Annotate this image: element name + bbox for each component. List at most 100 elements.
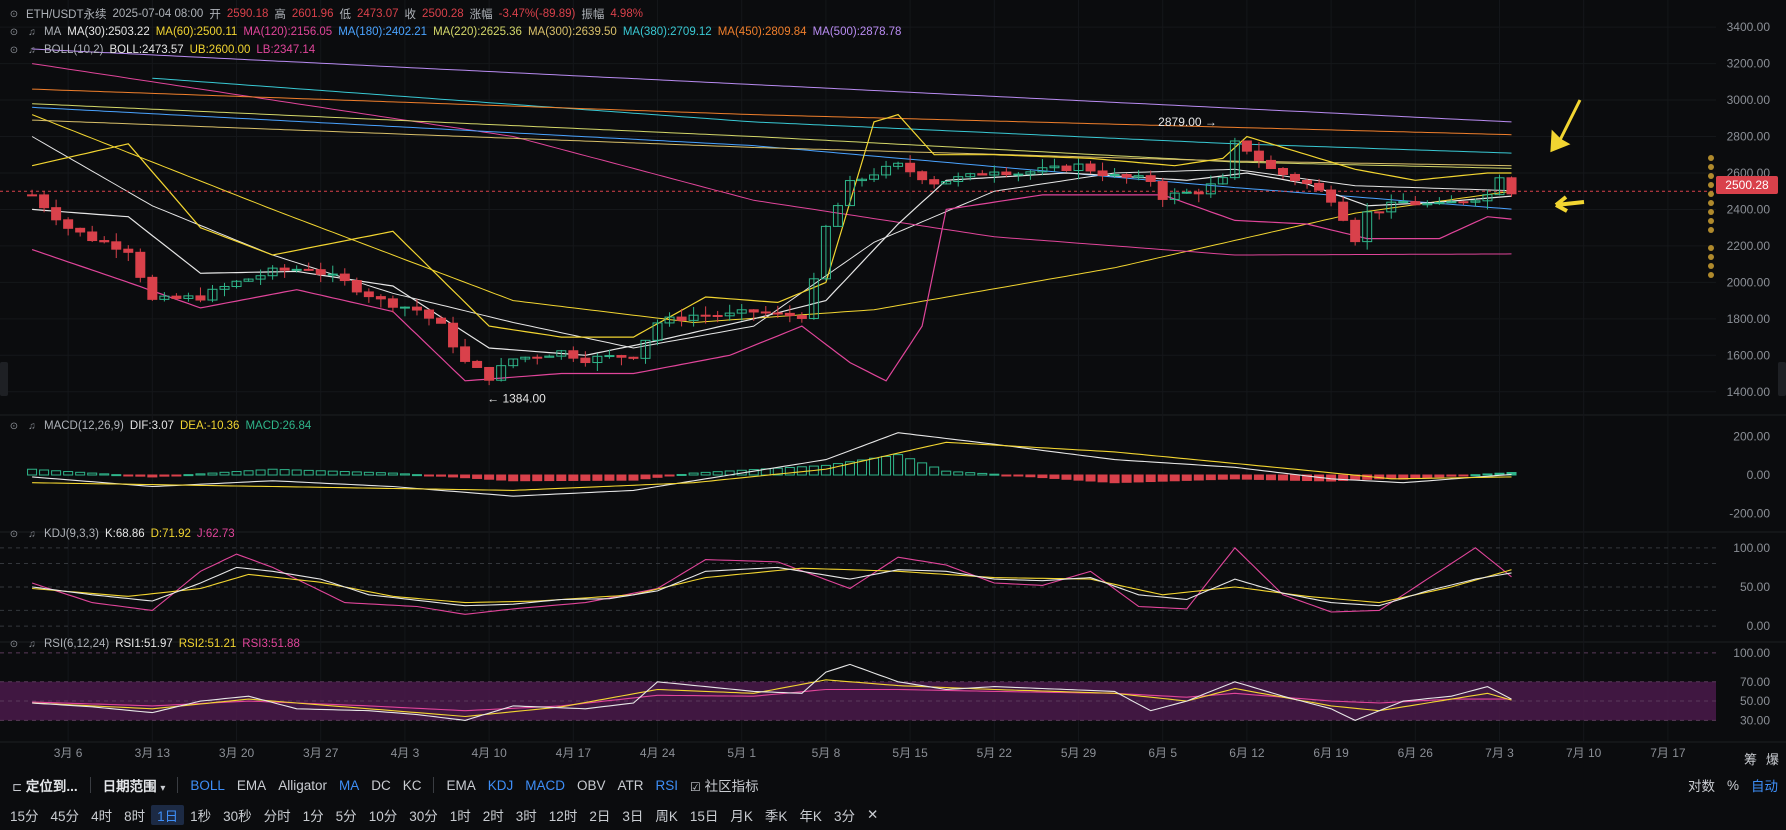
bell-icon[interactable]: ♫ <box>28 26 36 38</box>
interval-10[interactable]: 10分 <box>368 809 398 824</box>
interval-8[interactable]: 1分 <box>302 809 324 824</box>
candle-body <box>123 248 134 253</box>
candle-body <box>339 273 350 282</box>
candle-body <box>147 276 158 300</box>
macd-bar <box>1446 474 1457 477</box>
collapse-icon[interactable]: ⊙ <box>9 420 19 432</box>
interval-6[interactable]: 30秒 <box>223 809 252 824</box>
indicator-macd[interactable]: MACD <box>525 777 566 793</box>
log-scale-button[interactable]: 对数 <box>1687 779 1715 794</box>
indicator-ema[interactable]: EMA <box>236 777 267 793</box>
arrow-annotation-icon <box>1550 99 1582 153</box>
interval-23[interactable]: 3分 <box>833 809 855 824</box>
kdj-k-line <box>32 566 1512 607</box>
indicator-ma[interactable]: MA <box>338 777 360 793</box>
candle-body <box>1434 202 1445 205</box>
interval-2[interactable]: 4时 <box>91 809 113 824</box>
interval-17[interactable]: 3日 <box>622 809 644 824</box>
percent-scale-button[interactable]: % <box>1726 777 1739 793</box>
interval-7[interactable]: 分时 <box>263 809 291 824</box>
locate-icon: ⊏ <box>12 780 23 794</box>
indicator-atr[interactable]: ATR <box>617 777 644 793</box>
interval-22[interactable]: 年K <box>799 809 822 824</box>
chip-label[interactable]: 筹 <box>1744 752 1758 767</box>
macd-bar <box>231 471 242 476</box>
indicator-boll[interactable]: BOLL <box>190 777 225 793</box>
right-panel-handle[interactable] <box>1778 362 1786 396</box>
interval-21[interactable]: 季K <box>764 809 788 824</box>
bell-icon[interactable]: ♫ <box>28 638 36 650</box>
interval-11[interactable]: 30分 <box>409 809 438 824</box>
interval-15[interactable]: 12时 <box>548 809 578 824</box>
x-tick-label: 4月 3 <box>391 746 420 760</box>
interval-3[interactable]: 8时 <box>124 809 146 824</box>
interval-1[interactable]: 45分 <box>50 809 80 824</box>
bell-icon[interactable]: ♫ <box>28 44 36 56</box>
macd-bar <box>99 473 110 476</box>
date-range-button[interactable]: 日期范围 ▾ <box>97 775 172 795</box>
interval-20[interactable]: 月K <box>730 809 753 824</box>
macd-bar <box>1422 474 1433 479</box>
scale-tools: 对数 % 自动 <box>1688 775 1778 795</box>
locate-button[interactable]: ⊏ 定位到... <box>0 775 84 795</box>
macd-bar <box>1265 474 1276 481</box>
candle-body <box>1253 150 1264 161</box>
collapse-icon[interactable]: ⊙ <box>9 638 19 650</box>
interval-4[interactable]: 1日 <box>151 805 185 825</box>
candle-body <box>1338 201 1349 221</box>
rsi3-line <box>32 688 1512 712</box>
indicator-kc[interactable]: KC <box>402 777 422 793</box>
rsi-legend-item: RSI3:51.88 <box>242 638 300 650</box>
candle-body <box>39 194 50 209</box>
indicator-kdj[interactable]: KDJ <box>487 777 514 793</box>
candle-body <box>484 366 495 381</box>
indicator-dc[interactable]: DC <box>371 777 391 793</box>
interval-16[interactable]: 2日 <box>589 809 611 824</box>
indicator-ema[interactable]: EMA <box>446 777 476 793</box>
interval-9[interactable]: 5分 <box>335 809 357 824</box>
collapse-icon[interactable]: ⊙ <box>9 528 19 540</box>
macd-bar <box>664 474 675 477</box>
candle-body <box>1398 201 1409 204</box>
indicator-rsi[interactable]: RSI <box>655 777 679 793</box>
close-icon[interactable]: ✕ <box>866 807 879 822</box>
interval-19[interactable]: 15日 <box>689 809 719 824</box>
candle-body <box>844 180 855 207</box>
macd-bar <box>929 466 940 476</box>
candle-body <box>1049 165 1060 169</box>
collapse-icon[interactable]: ⊙ <box>9 8 19 20</box>
ma-line <box>152 77 1512 154</box>
left-panel-handle[interactable] <box>0 362 8 396</box>
collapse-icon[interactable]: ⊙ <box>9 44 19 56</box>
indicator-alligator[interactable]: Alligator <box>278 777 327 793</box>
interval-0[interactable]: 15分 <box>10 809 39 824</box>
kdj-j-line <box>31 546 1512 615</box>
candle-body <box>628 356 639 359</box>
interval-5[interactable]: 1秒 <box>190 809 212 824</box>
interval-12[interactable]: 1时 <box>449 809 471 824</box>
x-tick-label: 3月 27 <box>303 746 339 760</box>
macd-bar <box>1241 474 1252 480</box>
macd-bar <box>448 474 459 478</box>
interval-18[interactable]: 周K <box>655 809 678 824</box>
macd-bar <box>1169 474 1180 482</box>
sub-indicator-group: EMA KDJ MACD OBV ATR RSI <box>440 778 684 793</box>
collapse-icon[interactable]: ⊙ <box>9 26 19 38</box>
candle-body <box>652 322 663 341</box>
interval-13[interactable]: 2时 <box>482 809 504 824</box>
candle-body <box>1446 201 1457 204</box>
bell-icon[interactable]: ♫ <box>28 420 36 432</box>
ma-line <box>32 103 1512 169</box>
bell-icon[interactable]: ♫ <box>28 528 36 540</box>
macd-bar <box>941 470 952 476</box>
liquidation-label[interactable]: 爆 <box>1766 752 1780 767</box>
macd-bar <box>39 469 50 476</box>
indicator-obv[interactable]: OBV <box>577 777 606 793</box>
ma-line <box>32 63 1512 256</box>
interval-14[interactable]: 3时 <box>515 809 537 824</box>
community-indicator-button[interactable]: ☑ 社区指标 <box>684 775 765 795</box>
auto-scale-button[interactable]: 自动 <box>1751 779 1778 794</box>
ma-legend-item: MA(180):2402.21 <box>338 26 428 38</box>
ma-legend-item: MA(500):2878.78 <box>812 26 902 38</box>
